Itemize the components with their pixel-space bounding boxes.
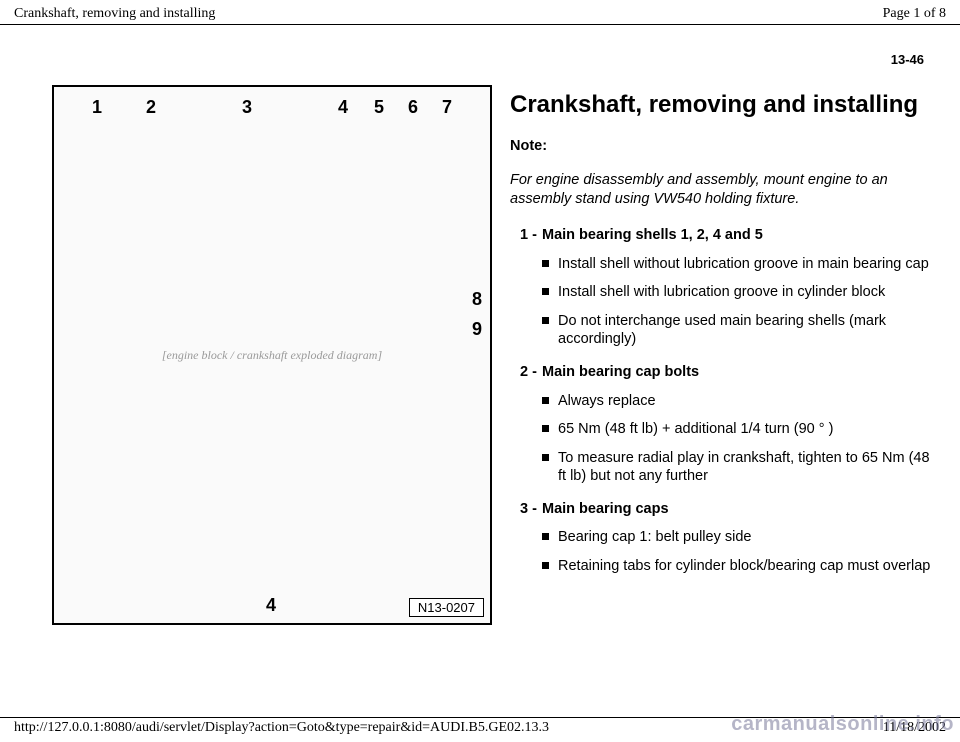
figure-callout: 4	[266, 595, 276, 616]
list-item-title: Main bearing caps	[542, 500, 669, 519]
page-header: Crankshaft, removing and installing Page…	[0, 0, 960, 25]
bullet-list: Bearing cap 1: belt pulley side Retaining…	[520, 528, 932, 575]
bullet-item: Do not interchange used main bearing she…	[542, 312, 932, 349]
header-page-label: Page 1 of 8	[883, 6, 946, 22]
bullet-item: Retaining tabs for cylinder block/bearin…	[542, 557, 932, 576]
list-item-head: 1 - Main bearing shells 1, 2, 4 and 5	[520, 226, 932, 245]
figure-callout: 4	[338, 97, 348, 118]
footer-date: 11/18/2002	[883, 720, 946, 736]
bullet-item: Install shell without lubrication groove…	[542, 255, 932, 274]
figure-placeholder: [engine block / crankshaft exploded diag…	[54, 87, 490, 623]
bullet-item: 65 Nm (48 ft lb) + additional 1/4 turn (…	[542, 420, 932, 439]
header-title: Crankshaft, removing and installing	[14, 6, 215, 22]
figure-callout: 9	[472, 319, 482, 340]
list-item-title: Main bearing cap bolts	[542, 363, 699, 382]
figure-callout: 2	[146, 97, 156, 118]
list-item-title: Main bearing shells 1, 2, 4 and 5	[542, 226, 763, 245]
page-footer: http://127.0.0.1:8080/audi/servlet/Displ…	[0, 717, 960, 742]
figure-callout: 1	[92, 97, 102, 118]
bullet-list: Always replace 65 Nm (48 ft lb) + additio…	[520, 392, 932, 486]
list-item: 3 - Main bearing caps Bearing cap 1: belt…	[520, 500, 932, 576]
list-item-head: 3 - Main bearing caps	[520, 500, 932, 519]
bullet-item: Install shell with lubrication groove in…	[542, 283, 932, 302]
list-item-number: 3 -	[520, 500, 542, 519]
note-label: Note:	[510, 137, 932, 156]
figure-callout: 7	[442, 97, 452, 118]
figure-id-label: N13-0207	[409, 598, 484, 617]
technical-figure: [engine block / crankshaft exploded diag…	[52, 85, 492, 625]
page-title: Crankshaft, removing and installing	[510, 91, 932, 119]
page-number-top: 13-46	[891, 52, 924, 67]
list-item: 2 - Main bearing cap bolts Always replace…	[520, 363, 932, 486]
figure-callout: 3	[242, 97, 252, 118]
figure-callout: 5	[374, 97, 384, 118]
list-item-number: 1 -	[520, 226, 542, 245]
figure-callout: 8	[472, 289, 482, 310]
numbered-list: 1 - Main bearing shells 1, 2, 4 and 5 Ins…	[510, 226, 932, 575]
list-item: 1 - Main bearing shells 1, 2, 4 and 5 Ins…	[520, 226, 932, 349]
list-item-number: 2 -	[520, 363, 542, 382]
bullet-list: Install shell without lubrication groove…	[520, 255, 932, 349]
bullet-item: Bearing cap 1: belt pulley side	[542, 528, 932, 547]
note-body: For engine disassembly and assembly, mou…	[510, 171, 932, 208]
footer-url: http://127.0.0.1:8080/audi/servlet/Displ…	[14, 720, 549, 736]
bullet-item: To measure radial play in crankshaft, ti…	[542, 449, 932, 486]
figure-callout: 6	[408, 97, 418, 118]
list-item-head: 2 - Main bearing cap bolts	[520, 363, 932, 382]
bullet-item: Always replace	[542, 392, 932, 411]
